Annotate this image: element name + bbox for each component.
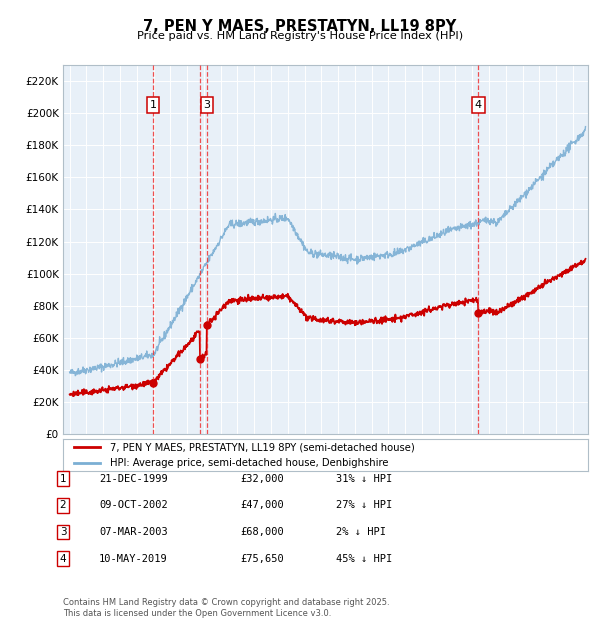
Text: 1: 1 [59,474,67,484]
Text: Contains HM Land Registry data © Crown copyright and database right 2025.
This d: Contains HM Land Registry data © Crown c… [63,598,389,618]
Text: 07-MAR-2003: 07-MAR-2003 [99,527,168,537]
Text: 31% ↓ HPI: 31% ↓ HPI [336,474,392,484]
Text: 4: 4 [475,100,482,110]
Text: £32,000: £32,000 [240,474,284,484]
Text: 4: 4 [59,554,67,564]
Text: 1: 1 [149,100,157,110]
Text: £75,650: £75,650 [240,554,284,564]
Text: 3: 3 [203,100,211,110]
Text: 7, PEN Y MAES, PRESTATYN, LL19 8PY (semi-detached house): 7, PEN Y MAES, PRESTATYN, LL19 8PY (semi… [110,442,415,452]
Text: 10-MAY-2019: 10-MAY-2019 [99,554,168,564]
Text: 27% ↓ HPI: 27% ↓ HPI [336,500,392,510]
Text: £47,000: £47,000 [240,500,284,510]
Text: 21-DEC-1999: 21-DEC-1999 [99,474,168,484]
Text: HPI: Average price, semi-detached house, Denbighshire: HPI: Average price, semi-detached house,… [110,458,389,468]
Text: 7, PEN Y MAES, PRESTATYN, LL19 8PY: 7, PEN Y MAES, PRESTATYN, LL19 8PY [143,19,457,33]
Text: 2: 2 [59,500,67,510]
Text: 3: 3 [59,527,67,537]
Text: £68,000: £68,000 [240,527,284,537]
Text: 45% ↓ HPI: 45% ↓ HPI [336,554,392,564]
Text: Price paid vs. HM Land Registry's House Price Index (HPI): Price paid vs. HM Land Registry's House … [137,31,463,41]
Text: 09-OCT-2002: 09-OCT-2002 [99,500,168,510]
Text: 2% ↓ HPI: 2% ↓ HPI [336,527,386,537]
